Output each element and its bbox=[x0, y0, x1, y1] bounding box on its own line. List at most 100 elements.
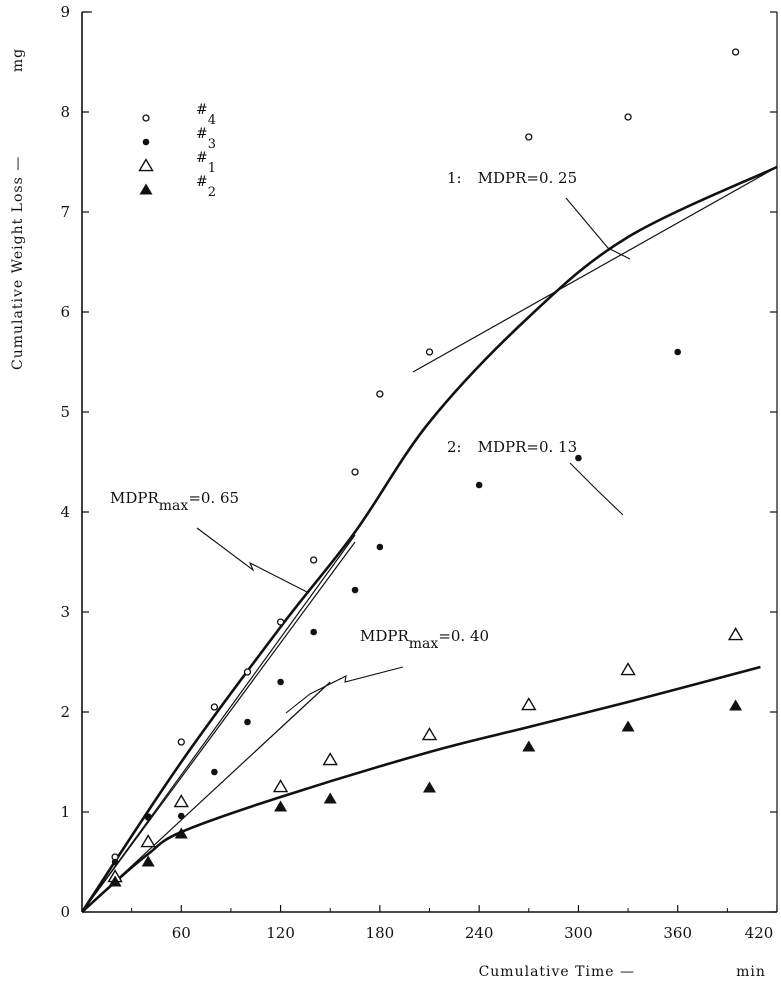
y-tick-label: 3 bbox=[60, 603, 70, 621]
legend-label: #1 bbox=[196, 150, 216, 176]
line-curve-1-slope bbox=[412, 166, 778, 373]
point-s1 bbox=[421, 727, 438, 741]
point-s2 bbox=[108, 875, 122, 887]
point-s2 bbox=[729, 699, 743, 711]
x-tick-label: 180 bbox=[366, 924, 395, 942]
legend-label-number: 1 bbox=[208, 161, 216, 176]
point-s3 bbox=[177, 812, 185, 820]
y-tick-label: 9 bbox=[60, 3, 70, 21]
point-s3 bbox=[310, 628, 317, 636]
y-tick-label: 7 bbox=[60, 203, 70, 221]
y-tick-label: 2 bbox=[60, 703, 70, 721]
annotation-prefix: 2: bbox=[447, 438, 462, 456]
point-s1 bbox=[727, 627, 744, 641]
legend-label: #4 bbox=[196, 102, 216, 128]
point-s3 bbox=[144, 813, 152, 821]
annotation-tail: =0. 65 bbox=[188, 489, 239, 507]
point-s3 bbox=[674, 348, 682, 356]
legend-item: #3 bbox=[142, 126, 216, 152]
leader-mdpr1 bbox=[565, 197, 631, 260]
y-tick-label: 0 bbox=[60, 903, 70, 921]
legend-label-number: 4 bbox=[208, 113, 216, 128]
annotation-mdpr1: 1: MDPR=0. 25 bbox=[447, 169, 577, 187]
point-s4 bbox=[310, 556, 318, 564]
y-axis-label-text: Cumulative Weight Loss — bbox=[10, 156, 26, 370]
legend-marker bbox=[142, 114, 150, 122]
y-tick-label: 8 bbox=[60, 103, 70, 121]
point-s1 bbox=[140, 834, 156, 848]
point-s2 bbox=[141, 855, 155, 867]
legend-label: #2 bbox=[196, 174, 216, 200]
annotation-sub: max bbox=[409, 636, 439, 652]
annotation-sub: max bbox=[159, 498, 189, 514]
axis-ticks: 0 1 2 3 4 5 6 7 8 9 60 120 180 240 300 360 420 bbox=[60, 3, 778, 942]
x-tick-label: 360 bbox=[663, 924, 692, 942]
y-tick-label: 5 bbox=[60, 403, 70, 421]
legend-item: #1 bbox=[138, 150, 216, 176]
leader-mdprmax1 bbox=[196, 527, 310, 594]
point-s2 bbox=[621, 720, 635, 732]
annotation-prefix: 1: bbox=[447, 169, 462, 187]
x-tick-label: 240 bbox=[465, 924, 494, 942]
data-points bbox=[107, 48, 744, 887]
point-s1 bbox=[173, 794, 190, 808]
point-s4 bbox=[243, 668, 252, 676]
annotation-mdpr2: 2: MDPR=0. 13 bbox=[447, 438, 577, 456]
point-s3 bbox=[244, 718, 251, 726]
line-curve-2 bbox=[81, 665, 761, 913]
point-s1 bbox=[322, 752, 338, 766]
point-s2 bbox=[423, 781, 436, 793]
line-curve-2-tangent bbox=[81, 681, 331, 913]
point-s4 bbox=[425, 348, 434, 356]
y-axis-unit: mg bbox=[10, 48, 26, 72]
point-s1 bbox=[521, 697, 537, 711]
annotation-tail: =0. 40 bbox=[438, 627, 489, 645]
x-tick-label: 60 bbox=[172, 924, 191, 942]
line-curve-1-tangent-a bbox=[81, 534, 356, 913]
point-s4 bbox=[177, 738, 185, 746]
annotation-main: MDPR bbox=[110, 489, 159, 507]
point-s3 bbox=[376, 543, 384, 551]
fit-lines bbox=[80, 165, 778, 913]
point-s3 bbox=[575, 454, 582, 462]
point-s4 bbox=[351, 468, 359, 476]
legend-label-number: 2 bbox=[208, 185, 216, 200]
point-s2 bbox=[174, 827, 188, 839]
point-s2 bbox=[522, 740, 536, 752]
point-s3 bbox=[111, 858, 119, 866]
leader-mdprmax2 bbox=[285, 666, 404, 714]
legend: #4#3#1#2 bbox=[138, 102, 216, 200]
legend-marker bbox=[139, 183, 153, 195]
point-s4 bbox=[624, 113, 632, 121]
plot-frame bbox=[81, 11, 778, 913]
line-curve-1-tangent-b bbox=[81, 541, 356, 913]
x-tick-label: 300 bbox=[564, 924, 593, 942]
annotation-text: MDPR=0. 25 bbox=[478, 169, 578, 187]
annotation-mdprmax1: MDPRmax=0. 65 bbox=[110, 489, 239, 514]
point-s3 bbox=[277, 678, 284, 686]
leader-mdpr2 bbox=[569, 462, 624, 516]
point-s4 bbox=[731, 48, 740, 56]
annotation-main: MDPR bbox=[360, 627, 409, 645]
y-axis-label: Cumulative Weight Loss — bbox=[10, 156, 26, 370]
point-s2 bbox=[323, 792, 337, 804]
legend-label-number: 3 bbox=[208, 137, 216, 152]
y-tick-label: 6 bbox=[60, 303, 70, 321]
legend-marker bbox=[142, 138, 150, 146]
point-s3 bbox=[475, 481, 483, 489]
point-s3 bbox=[351, 586, 359, 594]
point-s4 bbox=[376, 390, 384, 398]
legend-item: #2 bbox=[139, 174, 216, 200]
annotation-text: MDPR=0. 13 bbox=[478, 438, 578, 456]
point-s3 bbox=[211, 768, 218, 776]
line-curve-1 bbox=[80, 165, 778, 913]
point-s4 bbox=[210, 703, 219, 711]
y-tick-label: 1 bbox=[60, 803, 70, 821]
x-axis-unit: min bbox=[736, 964, 766, 980]
legend-marker bbox=[138, 158, 154, 172]
point-s4 bbox=[276, 618, 285, 626]
legend-item: #4 bbox=[142, 102, 216, 128]
x-axis-label: Cumulative Time — bbox=[479, 964, 635, 980]
point-s1 bbox=[272, 779, 289, 793]
